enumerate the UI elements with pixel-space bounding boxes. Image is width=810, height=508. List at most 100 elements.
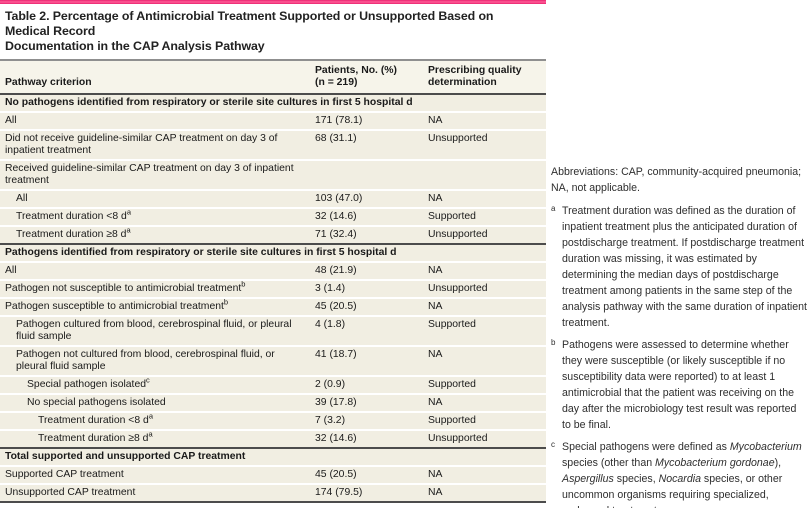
table-body: No pathogens identified from respiratory… [0,94,546,502]
determination-cell: NA [423,346,546,376]
header-row: Pathway criterion Patients, No. (%) (n =… [0,60,546,95]
criterion-cell: Treatment duration <8 da [0,412,310,430]
table-row: All 48 (21.9) NA [0,262,546,280]
section-label: No pathogens identified from respiratory… [0,94,546,112]
table-row: Treatment duration ≥8 da 32 (14.6) Unsuppo… [0,430,546,448]
table-row: No special pathogens isolated 39 (17.8) NA [0,394,546,412]
criterion-cell: Unsupported CAP treatment [0,484,310,502]
footnote-marker-ref: b [241,279,246,289]
determination-cell: Supported [423,316,546,346]
criterion-cell: Pathogen not susceptible to antimicrobia… [0,280,310,298]
footnote-marker-ref: a [126,225,131,235]
section-row: Total supported and unsupported CAP trea… [0,448,546,466]
footnote-text: species, [613,473,659,485]
criterion-cell: Pathogen susceptible to antimicrobial tr… [0,298,310,316]
col-header-patients: Patients, No. (%) (n = 219) [310,60,423,95]
species-name-italic: Mycobacterium gordonae [655,457,775,469]
determination-cell: Unsupported [423,130,546,160]
col-header-pathway-criterion: Pathway criterion [0,60,310,95]
determination-cell: NA [423,190,546,208]
table-title: Table 2. Percentage of Antimicrobial Tre… [5,9,494,53]
determination-cell: Unsupported [423,280,546,298]
determination-cell: Supported [423,412,546,430]
footnote-b: b Pathogens were assessed to determine wh… [551,337,807,433]
determination-cell: NA [423,394,546,412]
section-label: Total supported and unsupported CAP trea… [0,448,546,466]
patients-cell: 48 (21.9) [310,262,423,280]
section-label: Pathogens identified from respiratory or… [0,244,546,262]
species-name-italic: Nocardia [658,473,701,485]
table-row: Received guideline-similar CAP treatment… [0,160,546,190]
table-row: All 171 (78.1) NA [0,112,546,130]
table-panel: Table 2. Percentage of Antimicrobial Tre… [0,0,546,503]
criterion-cell: Treatment duration ≥8 da [0,226,310,244]
footnote-marker-ref: a [148,411,153,421]
footnote-list: a Treatment duration was defined as the d… [551,203,807,508]
footnote-text: species, or other uncommon organisms req… [562,473,783,508]
table-row: Special pathogen isolatedc 2 (0.9) Support… [0,376,546,394]
table-row: All 103 (47.0) NA [0,190,546,208]
footnote-marker: b [551,338,556,347]
criterion-cell: Treatment duration ≥8 da [0,430,310,448]
criterion-cell: Supported CAP treatment [0,466,310,484]
determination-cell: NA [423,112,546,130]
table-row: Treatment duration <8 da 7 (3.2) Supported [0,412,546,430]
patients-cell: 41 (18.7) [310,346,423,376]
footnote-marker-ref: a [126,207,131,217]
footnote-a: a Treatment duration was defined as the d… [551,203,807,331]
table-header: Pathway criterion Patients, No. (%) (n =… [0,60,546,95]
criterion-cell: No special pathogens isolated [0,394,310,412]
table-row: Supported CAP treatment 45 (20.5) NA [0,466,546,484]
footnote-text: species (other than [562,457,656,469]
abbreviations-text: Abbreviations: CAP, community-acquired p… [551,166,802,194]
patients-cell: 3 (1.4) [310,280,423,298]
patients-cell: 7 (3.2) [310,412,423,430]
determination-cell: Supported [423,376,546,394]
footnote-marker: a [551,204,556,213]
determination-cell: NA [423,466,546,484]
section-row: No pathogens identified from respiratory… [0,94,546,112]
determination-cell: Unsupported [423,430,546,448]
patients-cell: 39 (17.8) [310,394,423,412]
footnote-marker: c [551,440,555,449]
patients-cell: 68 (31.1) [310,130,423,160]
footnote-marker-ref: a [148,429,153,439]
patients-cell: 103 (47.0) [310,190,423,208]
patients-cell: 32 (14.6) [310,208,423,226]
patients-cell: 45 (20.5) [310,466,423,484]
table-row: Pathogen cultured from blood, cerebrospi… [0,316,546,346]
accent-bar [0,0,546,4]
footnote-marker-ref: b [223,297,229,307]
table-row: Treatment duration ≥8 da 71 (32.4) Unsuppo… [0,226,546,244]
footnote-text: Pathogens were assessed to determine whe… [562,339,797,431]
criterion-cell: All [0,262,310,280]
patients-cell: 45 (20.5) [310,298,423,316]
footnote-c: c Special pathogens were defined as Mycob… [551,439,807,508]
criterion-cell: Treatment duration <8 da [0,208,310,226]
criterion-cell: Pathogen cultured from blood, cerebrospi… [0,316,310,346]
table-row: Pathogen not susceptible to antimicrobia… [0,280,546,298]
table-row: Pathogen susceptible to antimicrobial tr… [0,298,546,316]
species-name-italic: Mycobacterium [729,441,802,453]
footnote-text: Treatment duration was defined as the du… [562,205,807,329]
patients-cell: 171 (78.1) [310,112,423,130]
footnote-text: Special pathogens were defined as [562,441,730,453]
section-row: Pathogens identified from respiratory or… [0,244,546,262]
criterion-cell: All [0,190,310,208]
criterion-cell: All [0,112,310,130]
species-name-italic: Aspergillus [562,473,614,485]
determination-cell: NA [423,298,546,316]
determination-cell: NA [423,484,546,502]
criterion-cell: Received guideline-similar CAP treatment… [0,160,310,190]
patients-cell: 32 (14.6) [310,430,423,448]
patients-cell: 174 (79.5) [310,484,423,502]
criterion-cell: Did not receive guideline-similar CAP tr… [0,130,310,160]
patients-cell [310,160,423,190]
patients-cell: 71 (32.4) [310,226,423,244]
criterion-cell: Pathogen not cultured from blood, cerebr… [0,346,310,376]
patients-cell: 4 (1.8) [310,316,423,346]
footnotes-panel: Abbreviations: CAP, community-acquired p… [551,164,807,508]
determination-cell: NA [423,262,546,280]
patients-cell: 2 (0.9) [310,376,423,394]
